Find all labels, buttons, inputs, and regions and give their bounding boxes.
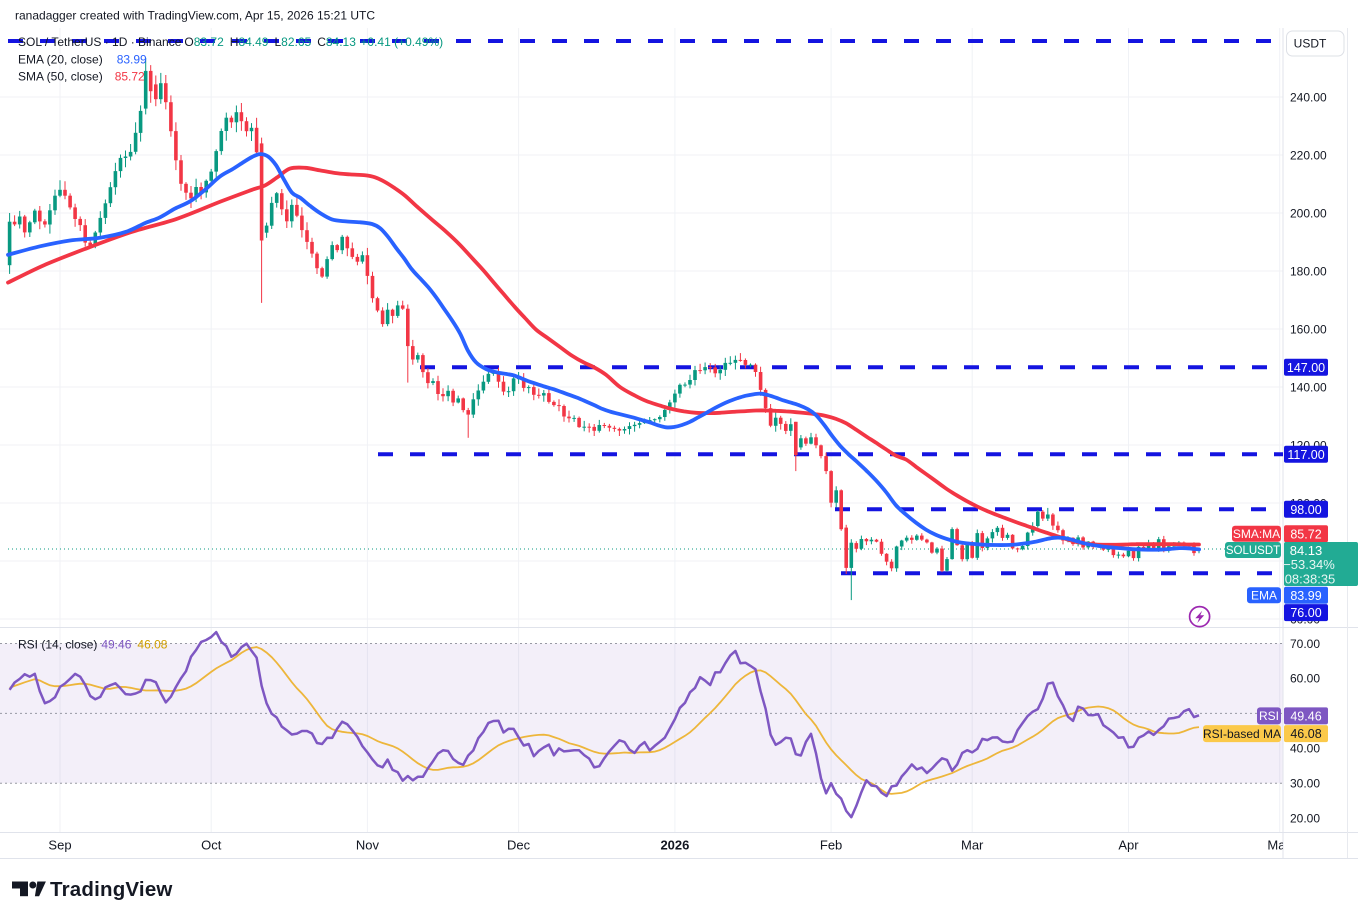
svg-text:RSI-based MA: RSI-based MA — [1203, 727, 1281, 741]
svg-text:08:38:35: 08:38:35 — [1285, 572, 1336, 587]
svg-text:200.00: 200.00 — [1290, 206, 1327, 220]
svg-text:147.00: 147.00 — [1287, 361, 1325, 375]
svg-text:98.00: 98.00 — [1290, 503, 1321, 517]
svg-text:EMA (20, close)83.99: EMA (20, close) 83.99 — [18, 53, 147, 67]
svg-text:EMA: EMA — [1251, 589, 1277, 603]
svg-text:180.00: 180.00 — [1290, 264, 1327, 278]
svg-text:Sep: Sep — [48, 838, 71, 853]
svg-text:Feb: Feb — [820, 838, 842, 853]
svg-text:Apr: Apr — [1118, 838, 1139, 853]
svg-text:SMA (50, close)85.72: SMA (50, close) 85.72 — [18, 70, 145, 84]
svg-text:−53.34%: −53.34% — [1283, 557, 1335, 572]
svg-text:140.00: 140.00 — [1290, 380, 1327, 394]
svg-text:TradingView: TradingView — [50, 878, 173, 901]
svg-text:Dec: Dec — [507, 838, 531, 853]
svg-text:49.46: 49.46 — [1290, 710, 1321, 724]
svg-text:May: May — [1267, 838, 1292, 853]
svg-text:83.99: 83.99 — [1290, 589, 1321, 603]
svg-text:2026: 2026 — [660, 838, 689, 853]
svg-text:76.00: 76.00 — [1290, 606, 1321, 620]
svg-text:SMA:MA: SMA:MA — [1233, 527, 1280, 541]
svg-text:70.00: 70.00 — [1290, 637, 1320, 651]
svg-text:Mar: Mar — [961, 838, 984, 853]
svg-text:160.00: 160.00 — [1290, 322, 1327, 336]
svg-text:USDT: USDT — [1294, 37, 1327, 51]
svg-text:Oct: Oct — [201, 838, 222, 853]
svg-text:ranadagger created with Tradin: ranadagger created with TradingView.com,… — [15, 9, 375, 23]
svg-text:240.00: 240.00 — [1290, 90, 1327, 104]
svg-text:40.00: 40.00 — [1290, 742, 1320, 756]
svg-text:20.00: 20.00 — [1290, 812, 1320, 826]
svg-text:85.72: 85.72 — [1290, 527, 1321, 541]
svg-text:RSI: RSI — [1259, 709, 1279, 723]
svg-text:117.00: 117.00 — [1287, 448, 1324, 462]
svg-text:220.00: 220.00 — [1290, 148, 1327, 162]
svg-text:30.00: 30.00 — [1290, 777, 1320, 791]
svg-text:60.00: 60.00 — [1290, 672, 1320, 686]
svg-text:46.08: 46.08 — [1290, 727, 1321, 741]
svg-text:SOLUSDT: SOLUSDT — [1226, 545, 1280, 557]
svg-text:84.13: 84.13 — [1290, 543, 1323, 558]
svg-text:Nov: Nov — [356, 838, 380, 853]
